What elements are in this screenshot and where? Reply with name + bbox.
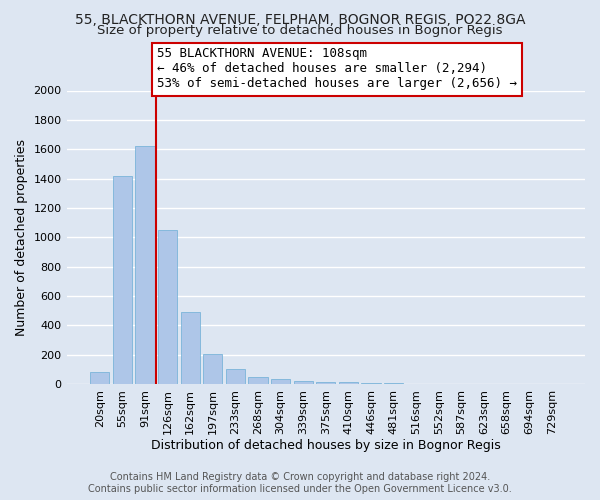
Bar [226, 368, 245, 384]
Bar [203, 354, 223, 384]
Bar [181, 312, 200, 384]
Text: Contains HM Land Registry data © Crown copyright and database right 2024.
Contai: Contains HM Land Registry data © Crown c… [88, 472, 512, 494]
X-axis label: Distribution of detached houses by size in Bognor Regis: Distribution of detached houses by size … [151, 440, 500, 452]
Bar [271, 379, 290, 384]
Text: Size of property relative to detached houses in Bognor Regis: Size of property relative to detached ho… [97, 24, 503, 37]
Bar [113, 176, 132, 384]
Bar [136, 146, 155, 384]
Text: 55, BLACKTHORN AVENUE, FELPHAM, BOGNOR REGIS, PO22 8GA: 55, BLACKTHORN AVENUE, FELPHAM, BOGNOR R… [75, 12, 525, 26]
Bar [339, 382, 358, 384]
Bar [158, 230, 177, 384]
Bar [316, 382, 335, 384]
Bar [90, 372, 109, 384]
Bar [248, 378, 268, 384]
Text: 55 BLACKTHORN AVENUE: 108sqm
← 46% of detached houses are smaller (2,294)
53% of: 55 BLACKTHORN AVENUE: 108sqm ← 46% of de… [157, 48, 517, 90]
Bar [384, 383, 403, 384]
Y-axis label: Number of detached properties: Number of detached properties [15, 138, 28, 336]
Bar [361, 383, 380, 384]
Bar [293, 381, 313, 384]
